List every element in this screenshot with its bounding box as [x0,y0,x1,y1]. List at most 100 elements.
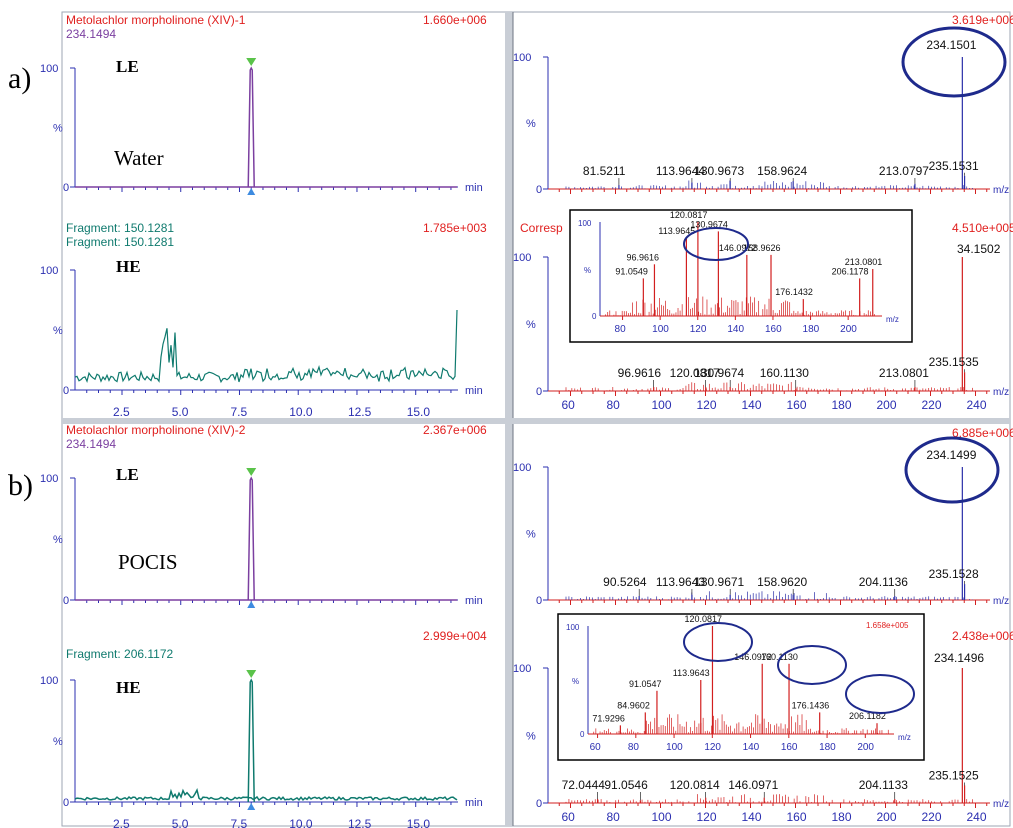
mz-tick-label: 120 [697,810,717,824]
panel-label-b: b) [8,469,33,502]
rt-tick-label: 5.0 [172,405,189,419]
inset-peak-label: 206.1178 [832,266,869,276]
mz-tick-label: 60 [562,398,576,412]
fragment-circle-a [683,227,749,261]
inset-peak-label: 158.9626 [743,243,781,253]
inset-tick-label: 100 [652,324,669,335]
inset-spectrum-1: 100% 0 m/z 1.658e+005 60 80 100 120 140 160 180 200… [557,613,925,761]
mz-tick-label: 180 [832,810,852,824]
ms-peak-label: 90.5264 [603,575,647,589]
inset-unit: m/z [898,733,911,742]
mz-tick-label: 120 [697,398,717,412]
ms-peak-label: 204.1136 [859,575,908,589]
rt-tick-label: 10.0 [289,405,313,419]
chrom-he-y-100: 100 [40,675,58,687]
inset-peak-label: 130.9674 [690,219,728,229]
ms-unit: m/z [993,387,1009,398]
fragment-circle-b3 [845,674,915,714]
mz-tick-label: 160 [787,810,807,824]
rt-tick-label: 12.5 [348,405,372,419]
ms-peak-label: 130.9674 [694,366,744,380]
chrom-mass: 234.1494 [66,437,116,451]
chromatogram-he-1: 100% 0 min 2.5 5.0 7.5 10.0 12.5 15.0 [40,670,483,828]
inset-intensity: 1.658e+005 [866,621,909,630]
inset-peak-label: 120.0817 [684,614,722,624]
ms-he-title: Corresp [520,221,563,235]
chromatogram-trace [75,476,457,601]
chrom-he-y-0: 0 [63,385,69,397]
ms-he-1: 100% 0 m/z 60 80 100 120 140 160 180 200 220 240 72.0… [513,663,1009,824]
inset-peak-label: 113.9645 [658,226,695,236]
inset-y-pct: % [584,266,591,275]
rt-tick-label: 15.0 [407,405,431,419]
chrom-le-y-100: 100 [40,63,58,75]
matrix-label: Water [114,146,164,170]
chrom-he-y-100: 100 [40,265,58,277]
mz-tick-label: 140 [742,398,762,412]
mz-tick-label: 180 [832,398,852,412]
inset-tick-label: 160 [765,324,782,335]
inset-peak-label: 71.9296 [592,713,625,723]
inset-y-pct: % [572,677,579,686]
energy-label-le: LE [116,57,139,76]
chrom-mass: 234.1494 [66,27,116,41]
ms-peak-label: 81.5211 [583,164,626,178]
energy-label-he: HE [116,257,141,276]
mz-tick-label: 220 [922,810,942,824]
chrom-title: Metolachlor morpholinone (XIV)-2 [66,423,246,437]
chromatogram-trace [74,678,458,803]
ms-he-intensity-b: 2.438e+006 [952,629,1013,643]
ms-he-y-pct: % [526,731,536,743]
mz-tick-label: 140 [742,810,762,824]
ms-le-y-0: 0 [536,595,542,607]
ms-le-y-0: 0 [536,184,542,196]
chrom-unit-min: min [465,385,483,397]
ms-he-base-label: 34.1502 [957,242,1001,256]
inset-tick-label: 80 [615,324,627,335]
ms-peak-label: 158.9624 [757,164,807,178]
chrom-unit-min: min [465,182,483,194]
inset-tick-label: 100 [666,742,683,753]
chrom-he-intensity-b: 2.999e+004 [423,629,487,643]
inset-peak-label: 146.0972 [734,652,772,662]
inset-tick-label: 160 [781,742,798,753]
ms-peak-label: 72.0444 [562,778,606,792]
rt-tick-label: 10.0 [289,817,313,828]
energy-label-le-b: LE [116,465,139,484]
ms-peak-label: 113.9643 [656,575,705,589]
rt-tick-label: 2.5 [113,405,130,419]
mz-tick-label: 160 [787,398,807,412]
chromatogram-trace [75,66,457,188]
chrom-he-y-0: 0 [63,797,69,809]
chrom-le-y-100: 100 [40,473,58,485]
ms-peak-label: 234.1501 [926,38,976,52]
inset-peak-label: 176.1436 [792,700,830,710]
rt-tick-label: 5.0 [172,817,189,828]
ms-le-y-100: 100 [513,462,531,474]
ms-he-y-pct: % [526,319,536,331]
chrom-le-y-pct: % [53,534,63,546]
energy-label-he-b: HE [116,678,141,697]
inset-y-0: 0 [592,312,597,321]
ms-he-y-100: 100 [513,663,531,675]
ms-peak-label: 96.9616 [618,366,662,380]
inset-frame [557,613,925,761]
ms-peak-label: 234.1499 [926,448,976,462]
inset-unit: m/z [886,315,899,324]
chromatogram-le-0: 100% 0 min [40,58,483,195]
base-peak-circle-b [904,436,1000,504]
ms-peak-label: 204.1133 [859,778,908,792]
chrom-intensity: 2.367e+006 [423,423,487,437]
rt-tick-label: 2.5 [113,817,130,828]
inset-peak-label: 213.0801 [845,257,883,267]
mz-tick-label: 200 [877,810,897,824]
peak-top-marker [246,58,257,66]
horizontal-divider [62,418,1010,424]
ms-he-0: 100% 0 m/z 60 80 100 120 140 160 180 200 220 240 96.9… [513,252,1009,412]
inset-tick-label: 180 [819,742,836,753]
chrom-he-y-pct: % [53,325,63,337]
peak-base-marker [247,601,256,608]
